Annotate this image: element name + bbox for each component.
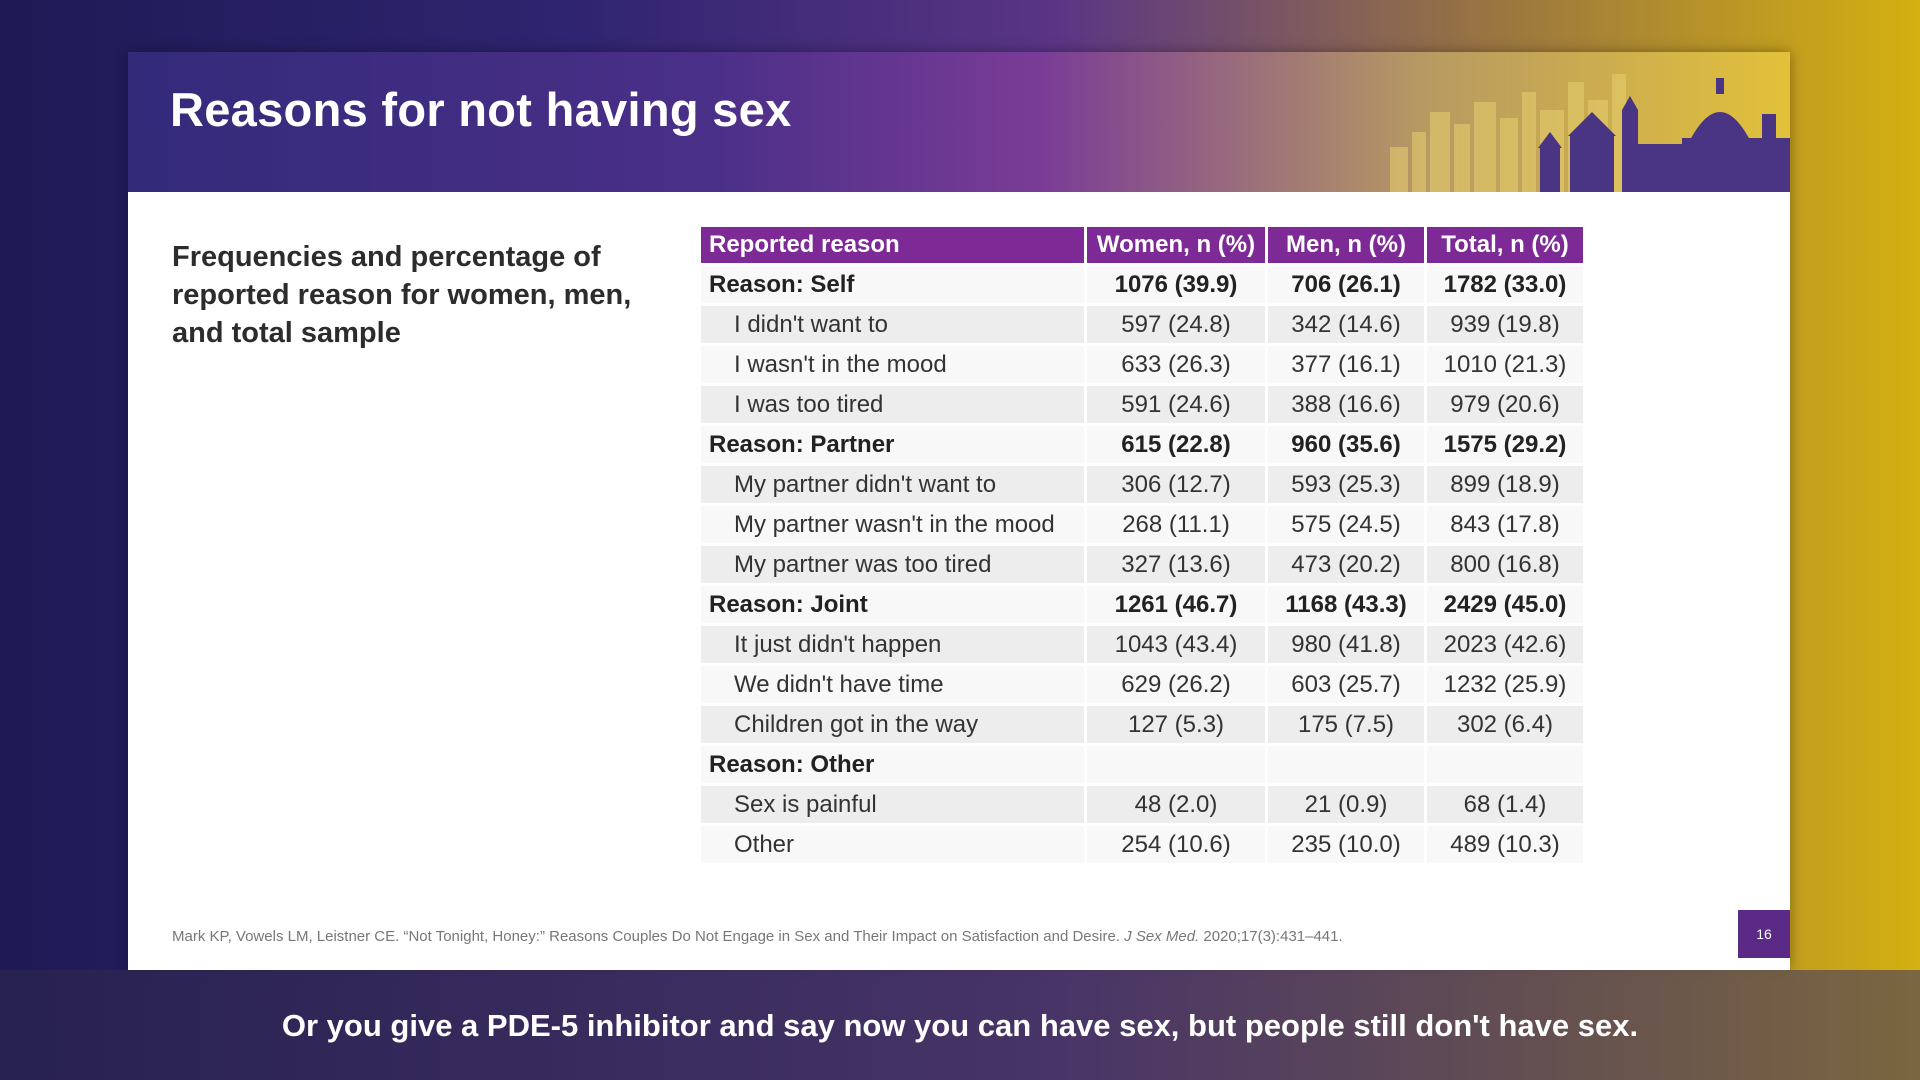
table-row: I was too tired 591 (24.6) 388 (16.6) 97… [701, 386, 1583, 423]
cell-reason: Other [701, 826, 1084, 863]
table-row: We didn't have time 629 (26.2) 603 (25.7… [701, 666, 1583, 703]
table-row: Reason: Other [701, 746, 1583, 783]
cell-women: 597 (24.8) [1087, 306, 1265, 343]
table-row: I wasn't in the mood 633 (26.3) 377 (16.… [701, 346, 1583, 383]
cell-men: 593 (25.3) [1268, 466, 1424, 503]
slide-title: Reasons for not having sex [170, 83, 792, 136]
cell-reason: I was too tired [701, 386, 1084, 423]
cell-total: 1010 (21.3) [1427, 346, 1583, 383]
cell-women: 633 (26.3) [1087, 346, 1265, 383]
slide-header: Reasons for not having sex [128, 52, 1790, 192]
table-row: My partner didn't want to 306 (12.7) 593… [701, 466, 1583, 503]
cell-women: 48 (2.0) [1087, 786, 1265, 823]
cell-reason: It just didn't happen [701, 626, 1084, 663]
citation: Mark KP, Vowels LM, Leistner CE. “Not To… [172, 928, 1343, 945]
cell-men: 960 (35.6) [1268, 426, 1424, 463]
cell-men: 603 (25.7) [1268, 666, 1424, 703]
cell-reason: My partner didn't want to [701, 466, 1084, 503]
table-row: Reason: Joint 1261 (46.7) 1168 (43.3) 24… [701, 586, 1583, 623]
cell-reason: We didn't have time [701, 666, 1084, 703]
cell-total [1427, 746, 1583, 783]
cell-men: 473 (20.2) [1268, 546, 1424, 583]
cell-women: 268 (11.1) [1087, 506, 1265, 543]
cell-total: 1782 (33.0) [1427, 266, 1583, 303]
cell-women: 1076 (39.9) [1087, 266, 1265, 303]
cell-total: 800 (16.8) [1427, 546, 1583, 583]
cell-reason: Children got in the way [701, 706, 1084, 743]
cell-reason: Reason: Joint [701, 586, 1084, 623]
citation-main: Mark KP, Vowels LM, Leistner CE. “Not To… [172, 928, 1120, 945]
cell-reason: Reason: Self [701, 266, 1084, 303]
table-row: It just didn't happen 1043 (43.4) 980 (4… [701, 626, 1583, 663]
table-row: Children got in the way 127 (5.3) 175 (7… [701, 706, 1583, 743]
cell-men: 377 (16.1) [1268, 346, 1424, 383]
cell-women [1087, 746, 1265, 783]
cell-men: 342 (14.6) [1268, 306, 1424, 343]
reasons-table: Reported reason Women, n (%) Men, n (%) … [698, 224, 1586, 866]
cell-men: 980 (41.8) [1268, 626, 1424, 663]
page-number-badge: 16 [1738, 910, 1790, 958]
header-men: Men, n (%) [1268, 227, 1424, 263]
cell-total: 2429 (45.0) [1427, 586, 1583, 623]
slide: Reasons for not having sex [128, 52, 1790, 970]
table-row: Other 254 (10.6) 235 (10.0) 489 (10.3) [701, 826, 1583, 863]
header-women: Women, n (%) [1087, 227, 1265, 263]
table-row: My partner wasn't in the mood 268 (11.1)… [701, 506, 1583, 543]
cell-total: 1232 (25.9) [1427, 666, 1583, 703]
cell-men: 706 (26.1) [1268, 266, 1424, 303]
cell-total: 2023 (42.6) [1427, 626, 1583, 663]
table-row: Reason: Partner 615 (22.8) 960 (35.6) 15… [701, 426, 1583, 463]
table-header-row: Reported reason Women, n (%) Men, n (%) … [701, 227, 1583, 263]
cell-men: 235 (10.0) [1268, 826, 1424, 863]
table-row: My partner was too tired 327 (13.6) 473 … [701, 546, 1583, 583]
cell-women: 615 (22.8) [1087, 426, 1265, 463]
cell-reason: My partner was too tired [701, 546, 1084, 583]
cell-women: 254 (10.6) [1087, 826, 1265, 863]
header-reported-reason: Reported reason [701, 227, 1084, 263]
cell-women: 306 (12.7) [1087, 466, 1265, 503]
cell-men: 1168 (43.3) [1268, 586, 1424, 623]
table-description: Frequencies and percentage of reported r… [172, 241, 632, 349]
cell-men [1268, 746, 1424, 783]
cell-total: 979 (20.6) [1427, 386, 1583, 423]
table-row: Reason: Self 1076 (39.9) 706 (26.1) 1782… [701, 266, 1583, 303]
table-row: Sex is painful 48 (2.0) 21 (0.9) 68 (1.4… [701, 786, 1583, 823]
cell-total: 939 (19.8) [1427, 306, 1583, 343]
caption-text: Or you give a PDE-5 inhibitor and say no… [281, 1008, 1639, 1043]
cell-reason: Sex is painful [701, 786, 1084, 823]
citation-journal: J Sex Med. [1124, 928, 1200, 945]
cell-total: 843 (17.8) [1427, 506, 1583, 543]
skyline-illustration [1390, 74, 1790, 192]
cell-women: 629 (26.2) [1087, 666, 1265, 703]
cell-men: 175 (7.5) [1268, 706, 1424, 743]
cell-women: 1043 (43.4) [1087, 626, 1265, 663]
cell-reason: My partner wasn't in the mood [701, 506, 1084, 543]
cell-reason: Reason: Partner [701, 426, 1084, 463]
cell-women: 591 (24.6) [1087, 386, 1265, 423]
cell-women: 127 (5.3) [1087, 706, 1265, 743]
cell-total: 1575 (29.2) [1427, 426, 1583, 463]
table-row: I didn't want to 597 (24.8) 342 (14.6) 9… [701, 306, 1583, 343]
cell-total: 899 (18.9) [1427, 466, 1583, 503]
cell-total: 302 (6.4) [1427, 706, 1583, 743]
cell-total: 68 (1.4) [1427, 786, 1583, 823]
cell-men: 575 (24.5) [1268, 506, 1424, 543]
cell-women: 327 (13.6) [1087, 546, 1265, 583]
citation-details: 2020;17(3):431–441. [1203, 928, 1343, 945]
cell-men: 21 (0.9) [1268, 786, 1424, 823]
cell-reason: I wasn't in the mood [701, 346, 1084, 383]
cell-reason: Reason: Other [701, 746, 1084, 783]
cell-men: 388 (16.6) [1268, 386, 1424, 423]
cell-reason: I didn't want to [701, 306, 1084, 343]
cell-women: 1261 (46.7) [1087, 586, 1265, 623]
cell-total: 489 (10.3) [1427, 826, 1583, 863]
caption-bar: Or you give a PDE-5 inhibitor and say no… [0, 970, 1920, 1080]
header-total: Total, n (%) [1427, 227, 1583, 263]
